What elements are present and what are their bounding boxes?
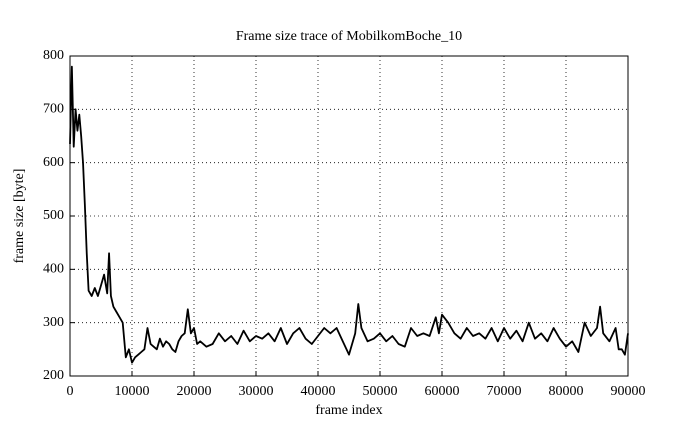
y-tick-label: 800 <box>43 48 64 63</box>
y-tick-label: 200 <box>43 368 64 383</box>
y-tick-label: 600 <box>43 155 64 170</box>
x-tick-label: 20000 <box>177 384 212 399</box>
y-tick-label: 300 <box>43 315 64 330</box>
x-tick-label: 90000 <box>611 384 646 399</box>
x-tick-label: 0 <box>67 384 74 399</box>
y-axis-label: frame size [byte] <box>12 169 27 264</box>
x-tick-label: 50000 <box>363 384 398 399</box>
data-line <box>69 65 629 364</box>
y-tick-label: 700 <box>43 102 64 117</box>
y-tick-label: 400 <box>43 262 64 277</box>
x-tick-label: 80000 <box>549 384 584 399</box>
x-tick-label: 60000 <box>425 384 460 399</box>
chart-title: Frame size trace of MobilkomBoche_10 <box>236 29 462 44</box>
x-tick-label: 40000 <box>301 384 336 399</box>
plot-frame <box>69 55 629 377</box>
y-tick-label: 500 <box>43 208 64 223</box>
x-tick-label: 70000 <box>487 384 522 399</box>
x-tick-label: 30000 <box>239 384 274 399</box>
x-tick-label: 10000 <box>115 384 150 399</box>
x-axis-label: frame index <box>315 403 382 418</box>
